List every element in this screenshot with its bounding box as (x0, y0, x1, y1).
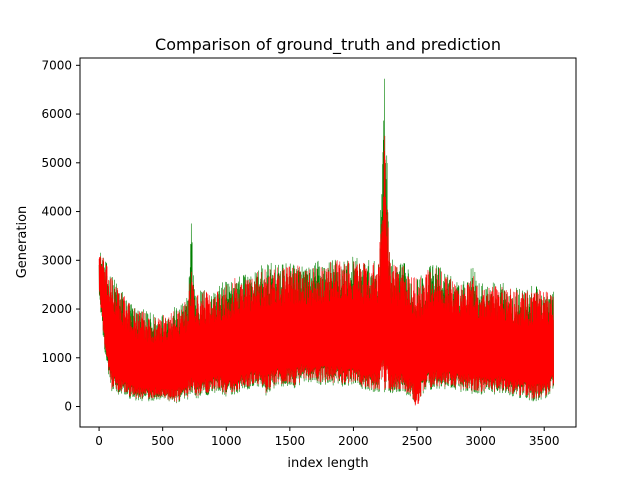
x-tick-label: 2500 (402, 434, 433, 448)
x-axis-ticks: 0 500 1000 1500 2000 2500 3000 3500 (95, 427, 559, 448)
series-layer (98, 78, 554, 406)
y-tick-label: 3000 (41, 253, 72, 267)
y-tick-label: 7000 (41, 58, 72, 72)
y-tick-label: 1000 (41, 351, 72, 365)
y-axis-ticks: 0 1000 2000 3000 4000 5000 6000 7000 (41, 58, 80, 414)
plot-frame (79, 57, 577, 428)
series-line-red (98, 135, 554, 406)
chart-title: Comparison of ground_truth and predictio… (155, 35, 501, 55)
x-tick-label: 3000 (465, 434, 496, 448)
y-tick-label: 5000 (41, 156, 72, 170)
y-tick-label: 0 (64, 400, 72, 414)
x-tick-label: 3500 (529, 434, 560, 448)
x-axis-label: index length (287, 456, 368, 471)
x-tick-label: 2000 (338, 434, 369, 448)
y-axis-label: Generation (15, 206, 30, 279)
y-tick-label: 2000 (41, 302, 72, 316)
y-tick-label: 4000 (41, 205, 72, 219)
x-tick-label: 1000 (211, 434, 242, 448)
x-tick-label: 500 (151, 434, 174, 448)
y-tick-label: 6000 (41, 107, 72, 121)
x-tick-label: 0 (95, 434, 103, 448)
x-tick-label: 1500 (275, 434, 306, 448)
